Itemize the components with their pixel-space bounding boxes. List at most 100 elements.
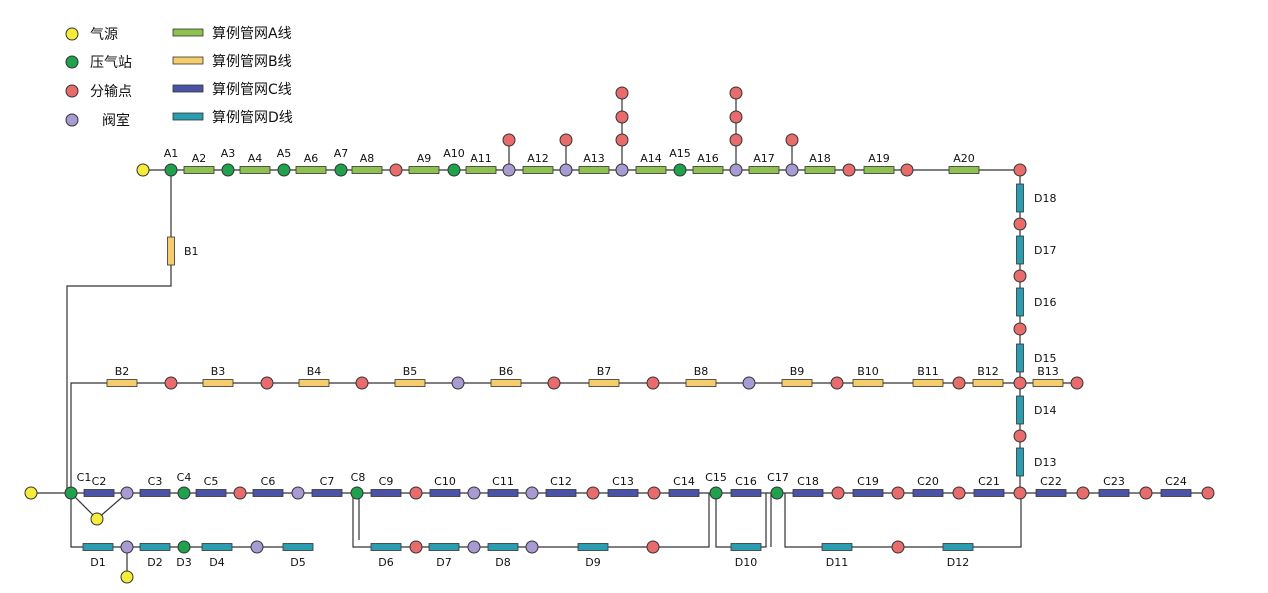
- pipe-segment-a16: [692, 166, 724, 174]
- pipe-segment-b5: [394, 379, 426, 387]
- legend-station-label: 压气站: [90, 55, 132, 71]
- pipe-segment-c18: [792, 489, 824, 497]
- network-nodes: [24, 86, 1215, 584]
- pipe-connection: [715, 493, 767, 548]
- offtake-node: [547, 376, 561, 390]
- pipe-segment-d2: [139, 543, 171, 551]
- segment-label-c24: C24: [1165, 475, 1187, 488]
- pipe-segment-c6: [252, 489, 284, 497]
- offtake-node: [729, 86, 743, 100]
- legend-valve-icon: [65, 113, 79, 127]
- segment-label-b2: B2: [115, 365, 130, 378]
- segment-label-c14: C14: [673, 475, 695, 488]
- offtake-node: [1013, 269, 1027, 283]
- segment-label-c17: C17: [767, 471, 789, 484]
- pipe-segment-c23: [1098, 489, 1130, 497]
- valve-room-node: [467, 486, 481, 500]
- valve-room-node: [502, 163, 516, 177]
- compressor-station-node: [221, 163, 235, 177]
- segment-label-c1: C1: [77, 471, 92, 484]
- pipe-connection: [653, 493, 710, 548]
- segment-label-c10: C10: [434, 475, 456, 488]
- gas-source-node: [136, 163, 150, 177]
- segment-label-d12: D12: [947, 556, 969, 569]
- segment-label-a10: A10: [443, 147, 465, 160]
- segment-label-c8: C8: [351, 471, 366, 484]
- offtake-node: [1139, 486, 1153, 500]
- pipe-connection: [784, 493, 1022, 548]
- offtake-node: [646, 540, 660, 554]
- segment-label-a19: A19: [868, 152, 890, 165]
- compressor-station-node: [164, 163, 178, 177]
- pipe-segment-a13: [578, 166, 610, 174]
- pipe-segment-a20: [948, 166, 980, 174]
- segment-label-b3: B3: [211, 365, 226, 378]
- segment-label-c11: C11: [492, 475, 514, 488]
- pipe-segment-a4: [239, 166, 271, 174]
- offtake-node: [355, 376, 369, 390]
- segment-label-b12: B12: [977, 365, 999, 378]
- legend-line-c-icon: [172, 84, 204, 93]
- gas-source-node: [24, 486, 38, 500]
- segment-label-d11: D11: [826, 556, 848, 569]
- valve-room-node: [742, 376, 756, 390]
- pipe-segment-b2: [106, 379, 138, 387]
- segment-label-a20: A20: [953, 152, 975, 165]
- pipe-segment-b13: [1032, 379, 1064, 387]
- offtake-node: [729, 133, 743, 147]
- pipe-segment-a11: [465, 166, 497, 174]
- pipe-segment-b11: [912, 379, 944, 387]
- segment-label-a11: A11: [470, 152, 492, 165]
- offtake-node: [1076, 486, 1090, 500]
- segment-label-c13: C13: [612, 475, 634, 488]
- pipe-segment-a2: [183, 166, 215, 174]
- pipe-segment-a17: [748, 166, 780, 174]
- pipe-segment-c22: [1035, 489, 1067, 497]
- segment-label-b13: B13: [1037, 365, 1059, 378]
- valve-room-node: [451, 376, 465, 390]
- segment-label-a15: A15: [669, 147, 691, 160]
- segment-label-a3: A3: [221, 147, 236, 160]
- segment-label-b10: B10: [857, 365, 879, 378]
- gas-source-node: [90, 512, 104, 526]
- segment-label-d1: D1: [90, 556, 105, 569]
- pipe-segment-d15: [1016, 343, 1024, 373]
- segment-label-c23: C23: [1103, 475, 1125, 488]
- pipe-segment-a14: [635, 166, 667, 174]
- offtake-node: [831, 486, 845, 500]
- pipe-segment-b3: [202, 379, 234, 387]
- offtake-node: [1013, 217, 1027, 231]
- offtake-node: [559, 133, 573, 147]
- pipe-segment-b7: [588, 379, 620, 387]
- offtake-node: [1013, 376, 1027, 390]
- segment-label-c18: C18: [797, 475, 819, 488]
- offtake-node: [409, 540, 423, 554]
- legend: 气源 压气站 分输点 阀室 算例管网A线 算例管网B线 算例管网C线 算例管网D…: [65, 26, 293, 129]
- pipe-segment-c16: [730, 489, 762, 497]
- offtake-node: [389, 163, 403, 177]
- offtake-node: [1013, 429, 1027, 443]
- valve-room-node: [525, 540, 539, 554]
- segment-label-d18: D18: [1034, 192, 1056, 205]
- segment-label-d6: D6: [378, 556, 393, 569]
- offtake-node: [842, 163, 856, 177]
- pipe-segment-d1: [82, 543, 114, 551]
- pipe-segment-c20: [912, 489, 944, 497]
- valve-room-node: [291, 486, 305, 500]
- pipe-segment-c24: [1160, 489, 1192, 497]
- pipe-segment-b8: [685, 379, 717, 387]
- legend-offtake-icon: [65, 84, 79, 98]
- legend-line-a-label: 算例管网A线: [212, 26, 292, 42]
- offtake-node: [502, 133, 516, 147]
- legend-line-d-label: 算例管网D线: [212, 110, 293, 126]
- pipe-segment-c3: [139, 489, 171, 497]
- segment-label-d16: D16: [1034, 296, 1056, 309]
- segment-label-c4: C4: [177, 471, 192, 484]
- compressor-station-node: [709, 486, 723, 500]
- pipe-segment-b12: [972, 379, 1004, 387]
- segment-label-b1: B1: [184, 245, 199, 258]
- segment-label-a7: A7: [334, 147, 349, 160]
- offtake-node: [260, 376, 274, 390]
- pipe-connection: [70, 382, 1077, 493]
- pipe-segment-a12: [522, 166, 554, 174]
